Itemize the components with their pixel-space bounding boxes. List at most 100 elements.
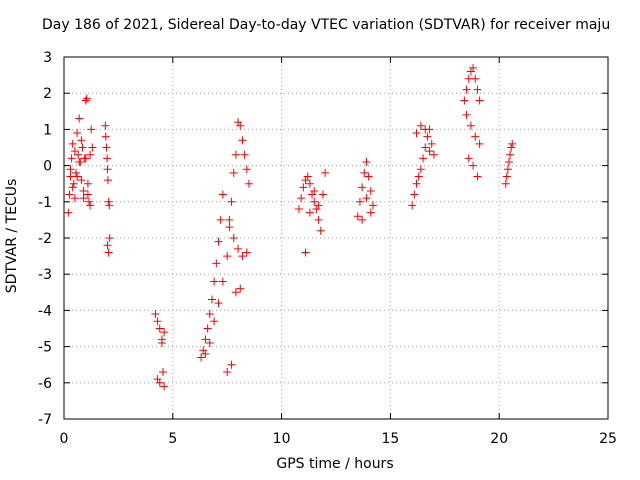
data-point [82,94,91,103]
x-axis-ticks: 0 5 10 15 20 25 [60,57,617,447]
data-point [321,168,330,177]
data-point [412,179,421,188]
data-point [229,234,238,242]
data-point [234,118,243,127]
x-tick-label: 15 [381,431,399,447]
data-point [362,194,371,203]
data-point [355,197,364,206]
data-point [103,165,112,174]
data-point [159,367,168,376]
x-tick-label: 5 [168,431,177,447]
data-point [216,215,225,224]
data-point [155,378,164,387]
data-point [236,121,245,130]
data-point [103,154,112,163]
data-point [81,154,90,163]
data-point [210,277,219,286]
data-point [205,338,214,347]
data-point [429,150,438,159]
data-point [305,208,314,217]
data-point [508,139,517,148]
data-point [427,139,436,148]
x-tick-label: 0 [60,431,69,447]
data-point [199,346,208,355]
data-point [305,179,314,188]
data-point [366,208,375,217]
data-point [86,201,95,210]
data-point [64,208,73,217]
x-tick-label: 20 [490,431,508,447]
x-tick-label: 10 [273,431,291,447]
data-point [68,139,77,148]
data-point [153,375,162,384]
data-point [153,317,162,326]
data-point [416,165,425,174]
data-point [79,186,88,195]
data-point [244,179,253,188]
data-point [362,157,371,166]
data-point [412,129,421,138]
data-point [83,190,92,199]
y-tick-label: -6 [38,376,52,392]
data-point [297,194,306,203]
data-point [368,201,377,210]
data-point [70,194,79,203]
data-point [86,150,95,159]
data-point [310,186,319,195]
data-point [366,186,375,195]
data-point [466,67,475,76]
data-point [203,324,212,333]
data-point [78,143,87,152]
data-point [77,176,86,185]
data-point [238,136,247,145]
y-tick-label: 0 [43,159,52,175]
data-point [103,241,112,250]
data-point [242,248,251,257]
data-point [416,121,425,130]
data-point [504,157,513,166]
data-point [214,237,223,246]
data-point [469,161,478,170]
data-point [358,183,367,192]
data-point [103,176,112,185]
data-point [73,129,82,138]
data-point [223,367,232,376]
data-point [471,74,480,83]
data-point [469,63,478,72]
data-point [421,143,430,152]
data-point [475,96,484,105]
data-point [231,150,240,159]
data-point [425,147,434,156]
chart-title: Day 186 of 2021, Sidereal Day-to-day VTE… [42,17,611,33]
data-point [473,172,482,181]
data-point [88,143,97,152]
data-point [234,244,243,253]
data-point [218,190,227,199]
data-point [502,172,511,181]
x-tick-label: 25 [599,431,617,447]
data-point [475,139,484,148]
data-point [65,190,74,199]
data-point [160,382,169,391]
data-point [316,226,325,235]
data-point [229,168,238,177]
data-point [358,215,367,224]
data-point [105,201,114,210]
data-point [353,212,362,221]
data-point [105,234,114,242]
data-point [214,299,223,308]
data-point [212,259,221,268]
data-point [360,168,369,177]
data-point [70,147,79,156]
y-axis-ticks: -7 -6 -5 -4 -3 -2 -1 0 1 2 3 [38,50,608,428]
grid-lines [64,57,608,419]
data-point [312,205,321,214]
data-point [77,136,86,145]
data-point [81,96,90,105]
data-point [414,172,423,181]
y-tick-label: -2 [38,231,52,247]
data-point [310,197,319,206]
data-point [73,172,82,181]
data-point [314,201,323,210]
